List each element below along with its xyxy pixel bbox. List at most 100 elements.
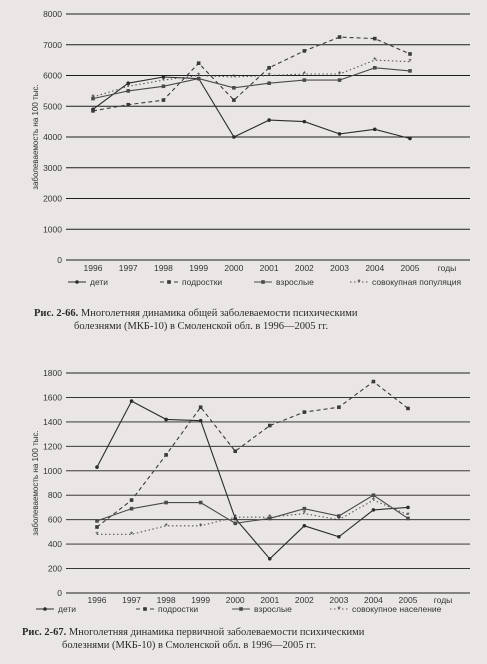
chart-2-legend-marker-3: [239, 607, 243, 611]
chart-2-series-1-point: [95, 465, 99, 469]
chart-1-legend-label-4: совокупная популяция: [372, 277, 461, 287]
chart-1-series-4-point: *: [91, 92, 95, 102]
chart-2-xtick-label: 2004: [364, 595, 383, 605]
chart-2-ytick-label: 600: [48, 515, 62, 525]
chart-1-series-1-point: [267, 118, 271, 122]
chart-1-series-1-point: [126, 81, 131, 85]
figure-2-caption-line1: Многолетняя динамика первичной заболевае…: [68, 627, 365, 638]
chart-2-ytick-label: 1000: [43, 466, 62, 476]
chart-1-series-3-point: [161, 84, 166, 89]
chart-2-series-4-line: [97, 499, 409, 535]
chart-1-legend-marker-2: [167, 280, 171, 284]
chart-1-series-4-point: *: [127, 81, 131, 91]
chart-1-series-4-point: *: [338, 69, 342, 79]
chart-1-series-4-point: *: [408, 57, 412, 67]
chart-2-series-2-point: [164, 453, 168, 457]
figure-1-number: Рис. 2-66.: [34, 308, 79, 319]
chart-1-xtick-label: 2003: [330, 263, 349, 273]
chart-2-series-3-point: [267, 516, 272, 521]
chart-1-ytick-label: 6000: [43, 71, 62, 81]
chart-2-legend-marker-1: [43, 607, 47, 611]
chart-1-series-2-line: [92, 36, 411, 112]
chart-2-series-3-point: [302, 506, 307, 511]
chart-2-series-3-point: [406, 516, 410, 521]
chart-1-xtick-label: 2004: [365, 263, 384, 273]
chart-1-series-2-point: [161, 98, 166, 102]
chart-2-series-2-point: [95, 525, 99, 529]
chart-1-series-1-point: [161, 75, 166, 79]
chart-1-ylabel: заболеваемость на 100 тыс.: [31, 84, 40, 189]
chart-1-series-1-point: [232, 135, 236, 139]
chart-2-series-3-point: [233, 521, 238, 526]
chart-2-legend-label-1: дети: [58, 604, 76, 614]
chart-2-legend-label-4: совокупное население: [352, 604, 442, 614]
chart-1-series-1-line: [92, 76, 411, 140]
chart-2-xtick-label: 1998: [157, 595, 176, 605]
chart-2-series-1-line: [96, 400, 409, 560]
chart-2-series-2-point: [337, 405, 341, 410]
chart-1-xtick-label: 1999: [189, 263, 208, 273]
chart-2-series-3-point: [95, 519, 99, 523]
chart-2-xtick-label: 1999: [191, 595, 210, 605]
chart-2-xlabel: годы: [434, 595, 453, 605]
chart-2-series-3-point: [198, 500, 203, 505]
chart-1-ytick-label: 4000: [43, 132, 62, 142]
chart-1-xtick-label: 1998: [154, 263, 173, 273]
chart-2-ytick-label: 1200: [43, 441, 62, 451]
chart-2-series-3-line: [96, 494, 409, 524]
chart-2-ytick-label: 1800: [43, 368, 62, 378]
chart-1-series-2-point: [232, 98, 236, 102]
chart-1-ytick-label: 5000: [43, 101, 62, 111]
chart-1-series-3-point: [232, 86, 236, 90]
chart-2-ytick-label: 0: [57, 588, 62, 598]
chart-1-xtick-label: 2000: [224, 263, 243, 273]
chart-1-series-1-point: [302, 119, 307, 124]
chart-1-series-4-point: *: [303, 69, 307, 79]
chart-1-series-3-point: [337, 78, 342, 82]
chart-1-series-3-point: [267, 81, 271, 85]
chart-2-series-2-line: [96, 380, 409, 528]
chart-1-xtick-label: 2005: [401, 263, 420, 273]
chart-1-series-1-point: [408, 136, 412, 141]
figure-2-number: Рис. 2-67.: [22, 627, 67, 638]
chart-1-series-3-point: [408, 69, 412, 73]
chart-2-series-4-point: *: [268, 512, 272, 522]
chart-1-series-1-point: [372, 127, 377, 132]
chart-1-series-2-point: [372, 36, 377, 41]
chart-2-series-2-point: [371, 379, 376, 384]
chart-2-ytick-label: 200: [48, 564, 62, 574]
chart-2-series-4-point: *: [303, 509, 307, 519]
chart-2-series-2-point: [406, 406, 410, 411]
chart-2-series-1-point: [129, 399, 134, 403]
chart-2-legend-label-2: подростки: [158, 604, 198, 614]
chart-2-series-3-point: [371, 493, 376, 498]
chart-1-ytick-label: 1000: [43, 224, 62, 234]
chart-2-legend-label-3: взрослые: [254, 604, 292, 614]
chart-1-ytick-label: 8000: [43, 9, 62, 19]
chart-1-series-3-point: [196, 76, 201, 81]
chart-2-series-2-point: [233, 449, 238, 454]
chart-1-series-2-point: [302, 49, 307, 53]
chart-1-xtick-label: 2002: [295, 263, 314, 273]
chart-2-series-1-point: [337, 534, 341, 539]
chart-2-series-4-point: *: [406, 510, 410, 520]
chart-2-legend-marker-4: *: [337, 604, 341, 614]
chart-2-ytick-label: 1600: [43, 392, 62, 402]
chart-2-series-1-point: [302, 523, 307, 528]
chart-2-ylabel: заболеваемость на 100 тыс.: [31, 430, 40, 535]
chart-1-series-3-point: [302, 78, 307, 82]
chart-1-xtick-label: 2001: [260, 263, 279, 273]
chart-2-series-4-point: *: [199, 521, 203, 531]
chart-1-series-2-point: [267, 66, 271, 70]
chart-1-xtick-label: 1997: [119, 263, 138, 273]
chart-2-xtick-label: 2005: [399, 595, 418, 605]
chart-2-legend-marker-2: [143, 607, 147, 611]
chart-1-series-4-point: *: [232, 72, 236, 82]
chart-2-ytick-label: 1400: [43, 417, 62, 427]
chart-2-series-4-point: *: [337, 515, 341, 525]
chart-2-series-4-point: *: [130, 529, 134, 539]
chart-1-series-2-point: [91, 109, 95, 113]
chart-2-series-1-point: [164, 417, 168, 422]
chart-2-series-3-point: [337, 514, 341, 518]
chart-2-series-2-point: [198, 405, 203, 410]
